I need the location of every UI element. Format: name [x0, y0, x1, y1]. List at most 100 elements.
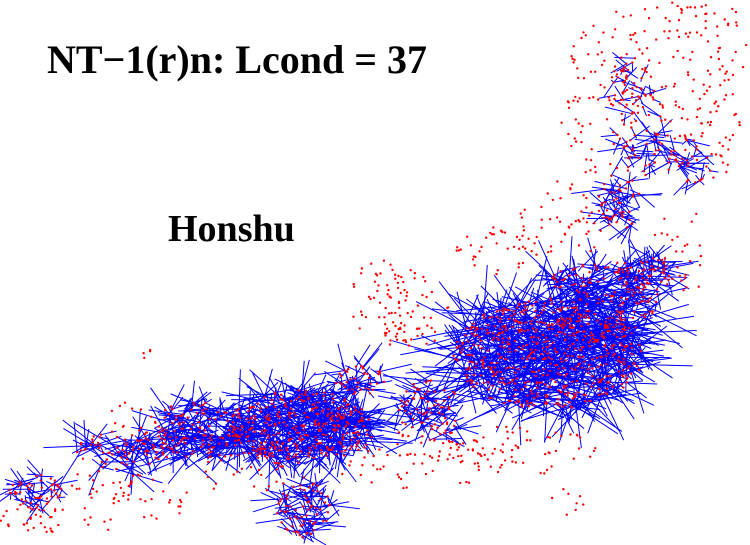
- station-node: [513, 310, 516, 313]
- network-edge: [534, 397, 573, 402]
- network-edge: [614, 272, 629, 281]
- station-node: [556, 280, 559, 283]
- network-edge: [574, 361, 585, 414]
- station-node: [293, 411, 296, 414]
- station-node: [645, 142, 648, 146]
- station-node: [556, 401, 560, 405]
- station-node: [569, 187, 572, 190]
- network-edge: [623, 320, 665, 330]
- station-node: [577, 218, 580, 222]
- station-node: [405, 291, 409, 294]
- station-node: [641, 262, 644, 265]
- network-edge: [552, 277, 600, 295]
- station-node: [501, 331, 504, 334]
- station-node: [588, 214, 591, 217]
- station-node: [656, 293, 659, 296]
- station-node: [161, 446, 164, 450]
- station-node: [620, 112, 623, 116]
- station-node: [569, 317, 572, 321]
- network-edge: [351, 375, 356, 392]
- station-node: [515, 319, 518, 323]
- station-node: [322, 394, 325, 398]
- station-node: [627, 287, 630, 291]
- network-edge: [609, 224, 627, 239]
- station-node: [466, 340, 469, 343]
- network-edge: [640, 291, 654, 295]
- station-node: [236, 435, 239, 438]
- station-node: [631, 111, 634, 114]
- station-node: [307, 454, 310, 457]
- station-node: [660, 119, 663, 123]
- station-node: [255, 450, 258, 453]
- station-node: [589, 455, 592, 458]
- station-node: [550, 378, 554, 381]
- station-node: [550, 465, 553, 468]
- station-node: [685, 159, 689, 162]
- station-node: [232, 425, 236, 429]
- station-node: [588, 310, 591, 313]
- network-edge: [538, 265, 554, 279]
- station-node: [317, 422, 321, 425]
- station-node: [89, 492, 92, 496]
- station-node: [246, 417, 249, 420]
- station-node: [634, 32, 637, 35]
- network-edge: [578, 326, 590, 333]
- station-node: [684, 137, 687, 141]
- station-node: [542, 373, 545, 377]
- station-node: [288, 416, 292, 419]
- station-node: [346, 370, 349, 373]
- station-node: [496, 333, 499, 337]
- network-edge: [303, 446, 344, 450]
- network-edge: [614, 198, 622, 210]
- station-node: [339, 415, 342, 418]
- station-node: [554, 350, 557, 353]
- network-edge: [183, 419, 213, 448]
- station-node: [603, 216, 606, 219]
- station-node: [117, 450, 120, 454]
- station-node: [437, 455, 441, 458]
- station-node: [500, 463, 503, 467]
- station-node: [160, 437, 163, 440]
- station-node: [291, 525, 294, 528]
- station-node: [57, 485, 60, 488]
- station-node: [420, 441, 423, 444]
- station-node: [501, 451, 504, 454]
- station-node: [326, 495, 329, 498]
- station-node: [496, 337, 499, 340]
- station-node: [709, 56, 713, 59]
- station-node: [445, 422, 449, 426]
- station-node: [642, 269, 645, 272]
- station-node: [464, 334, 467, 337]
- station-node: [518, 238, 521, 241]
- station-node: [668, 20, 671, 23]
- network-edge: [450, 354, 469, 406]
- station-node: [604, 293, 608, 297]
- network-edge: [630, 156, 643, 158]
- station-node: [232, 434, 235, 438]
- station-node: [271, 443, 275, 447]
- station-node: [485, 328, 488, 331]
- station-node: [490, 233, 494, 236]
- station-node: [548, 369, 552, 373]
- network-edge: [503, 270, 543, 312]
- network-edge: [377, 395, 402, 402]
- station-node: [427, 379, 430, 382]
- network-edge: [619, 305, 645, 317]
- station-node: [131, 446, 135, 449]
- station-node: [581, 265, 584, 268]
- network-edge: [469, 361, 476, 375]
- station-node: [616, 133, 619, 137]
- station-node: [298, 395, 301, 399]
- station-node: [478, 453, 482, 456]
- station-node: [603, 182, 606, 186]
- station-node: [322, 519, 325, 522]
- station-node: [678, 134, 682, 138]
- station-node: [637, 156, 640, 160]
- station-node: [522, 225, 525, 228]
- network-edge: [460, 332, 500, 347]
- station-node: [546, 192, 549, 195]
- network-edge: [483, 264, 488, 316]
- station-node: [625, 345, 629, 348]
- station-node: [560, 360, 563, 363]
- network-edge: [361, 417, 377, 451]
